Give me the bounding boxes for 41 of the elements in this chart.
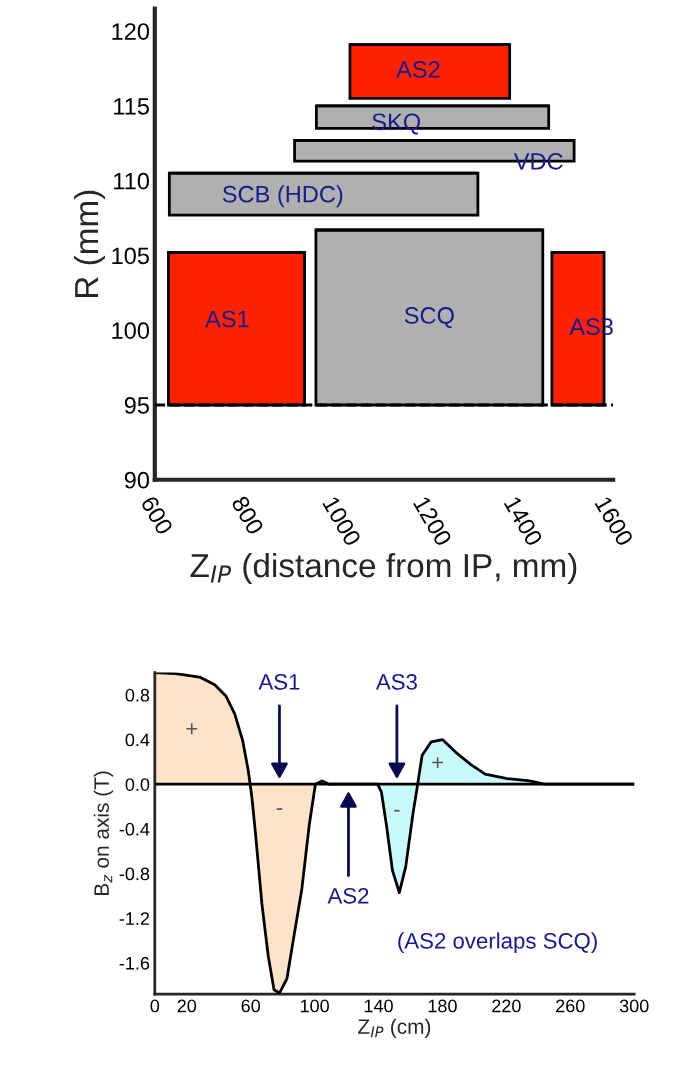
x-tick-label: 0 — [150, 999, 160, 1013]
y-tick-label: 120 — [112, 23, 150, 40]
y-tick-label: 95 — [124, 397, 149, 414]
x-axis-title: Z$_{IP}$ (cm) — [358, 1018, 431, 1039]
y-tick-label: 100 — [112, 322, 150, 339]
x-axis-title: Z$_{IP}$ (distance from IP, mm) — [190, 552, 577, 584]
annotation: + — [186, 723, 198, 735]
x-tick-label: 180 — [428, 999, 457, 1013]
annotation: (AS2 overlaps SCQ) — [398, 932, 597, 954]
y-tick-label: 110 — [114, 172, 150, 190]
y-tick-label: 0.0 — [125, 778, 150, 791]
x-tick-label: 60 — [241, 999, 261, 1013]
y-tick-label: 0.8 — [125, 688, 150, 702]
y-tick-label: 0.4 — [125, 733, 150, 747]
y-tick-label: 90 — [124, 471, 150, 489]
x-tick-label: 140 — [364, 999, 393, 1013]
annotation: AS3 — [375, 674, 417, 690]
annotation: AS1 — [258, 674, 300, 690]
y-tick-label: 115 — [114, 98, 149, 115]
y-tick-label: -1.6 — [119, 956, 150, 970]
x-tick-label: 20 — [177, 999, 197, 1013]
annotation: + — [432, 757, 444, 769]
annotation: SCB (HDC) — [222, 185, 343, 208]
y-tick-label: -0.4 — [119, 822, 150, 836]
x-tick-label: 220 — [492, 999, 521, 1013]
x-tick-label: 800 — [231, 494, 265, 536]
annotation: AS2 — [396, 61, 440, 78]
x-tick-label: 600 — [140, 495, 174, 536]
annotation: AS2 — [327, 887, 369, 904]
y-tick-label: 105 — [112, 247, 149, 265]
y-tick-label: -0.8 — [119, 867, 150, 881]
x-tick-label: 260 — [556, 999, 585, 1013]
y-tick-label: -1.2 — [119, 912, 150, 925]
y-axis-title: B$_{z}$ on axis (T) — [93, 771, 114, 895]
annotation: SCQ — [404, 307, 454, 329]
annotation: - — [276, 808, 283, 810]
annotation: AS1 — [205, 310, 249, 328]
x-tick-label: 100 — [300, 999, 329, 1013]
x-tick-label: 300 — [619, 999, 649, 1013]
annotation: - — [394, 809, 400, 812]
y-axis-title: R (mm) — [73, 190, 105, 298]
